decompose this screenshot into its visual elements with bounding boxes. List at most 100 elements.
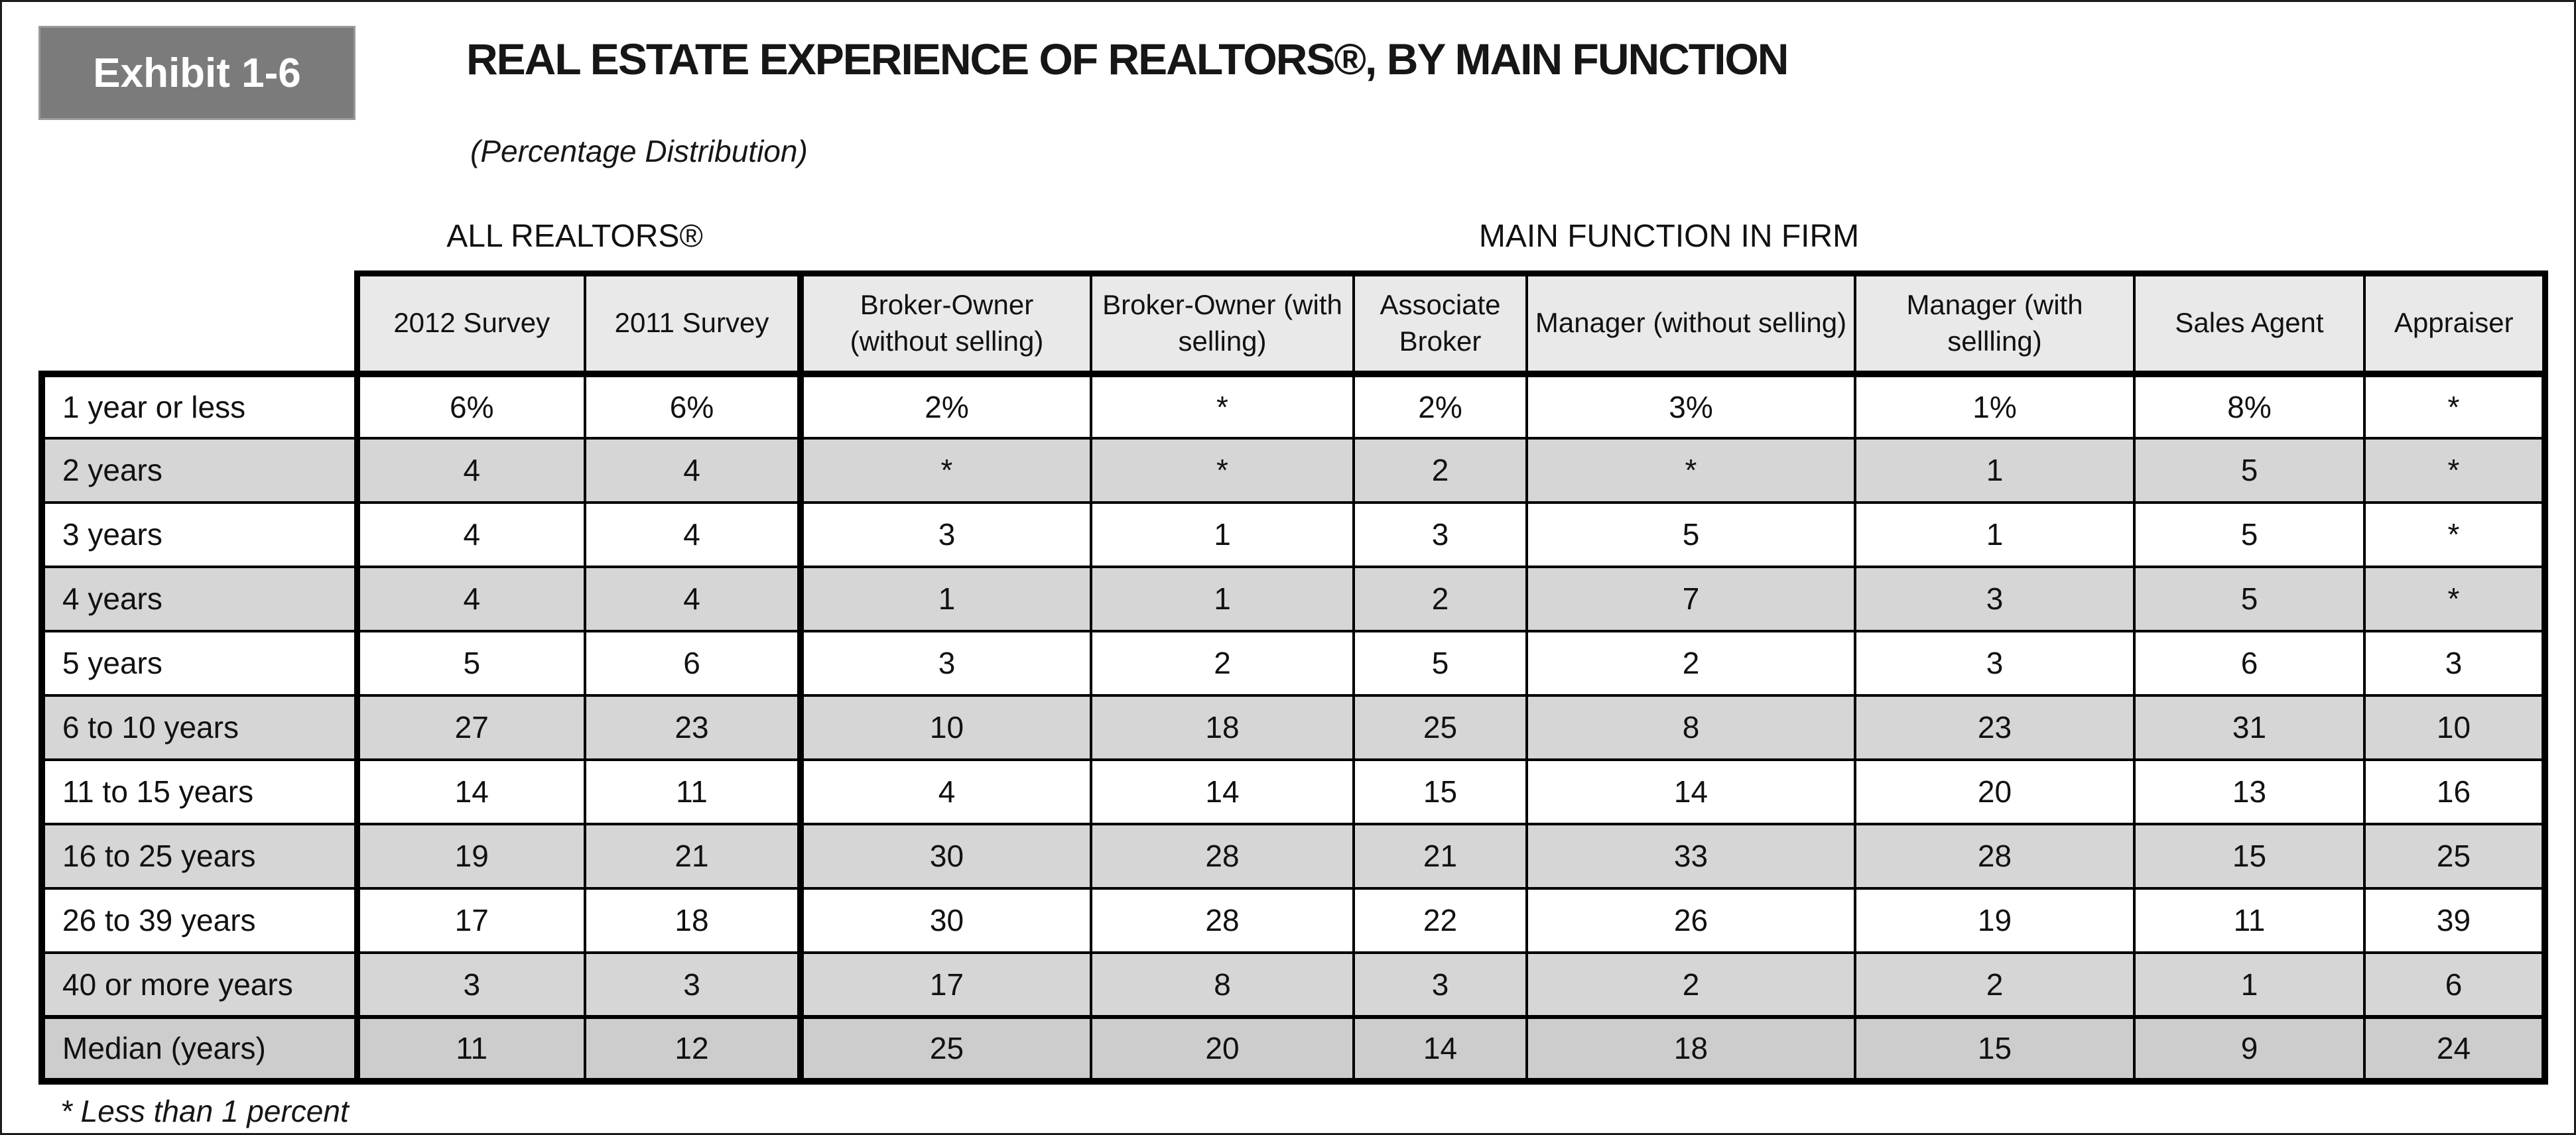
row-label-cell: 26 to 39 years xyxy=(38,886,358,954)
value-cell: 28 xyxy=(1090,822,1355,890)
column-header-broker-owner-with-selling: Broker-Owner (with selling) xyxy=(1090,270,1355,375)
value-cell: 18 xyxy=(584,886,802,954)
value-cell: 20 xyxy=(1090,1014,1355,1085)
value-cell: 8% xyxy=(2133,370,2366,440)
row-label-cell: 5 years xyxy=(38,629,358,697)
value-cell: 22 xyxy=(1352,886,1528,954)
value-cell: 25 xyxy=(2363,822,2548,890)
row-label-cell: 1 year or less xyxy=(38,370,358,440)
value-cell: * xyxy=(2363,436,2548,504)
value-cell: 4 xyxy=(354,436,586,504)
table-header: 2012 Survey 2011 Survey Broker-Owner (wi… xyxy=(42,270,2548,375)
table-row: Median (years) 11 12 25 20 14 18 15 9 24 xyxy=(38,1014,2548,1085)
value-cell: 9 xyxy=(2133,1014,2366,1085)
value-cell: 20 xyxy=(1854,758,2136,825)
table-row: 40 or more years 3 3 17 8 3 2 2 1 6 xyxy=(38,951,2548,1018)
value-cell: 13 xyxy=(2133,758,2366,825)
value-cell: 6 xyxy=(2363,951,2548,1018)
value-cell: 27 xyxy=(354,693,586,761)
value-cell: 30 xyxy=(797,822,1092,890)
row-label-cell: 11 to 15 years xyxy=(38,758,358,825)
table-row: 1 year or less 6% 6% 2% * 2% 3% 1% 8% * xyxy=(38,370,2548,440)
value-cell: 2 xyxy=(1090,629,1355,697)
value-cell: 4 xyxy=(354,565,586,632)
table-row: 4 years 4 4 1 1 2 7 3 5 * xyxy=(38,565,2548,632)
value-cell: 15 xyxy=(2133,822,2366,890)
value-cell: 3 xyxy=(1854,629,2136,697)
value-cell: 15 xyxy=(1352,758,1528,825)
value-cell: 23 xyxy=(1854,693,2136,761)
value-cell: 3 xyxy=(354,951,586,1018)
row-label-cell: 16 to 25 years xyxy=(38,822,358,890)
value-cell: 2 xyxy=(1854,951,2136,1018)
value-cell: 5 xyxy=(1352,629,1528,697)
value-cell: 4 xyxy=(584,565,802,632)
value-cell: 25 xyxy=(1352,693,1528,761)
value-cell: 5 xyxy=(2133,436,2366,504)
value-cell: 4 xyxy=(354,501,586,568)
value-cell: 19 xyxy=(1854,886,2136,954)
column-header-manager-with-selling: Manager (with sellling) xyxy=(1854,270,2136,375)
row-label-cell: 4 years xyxy=(38,565,358,632)
value-cell: 5 xyxy=(1525,501,1856,568)
value-cell: 30 xyxy=(797,886,1092,954)
value-cell: 8 xyxy=(1525,693,1856,761)
table-row: 2 years 4 4 * * 2 * 1 5 * xyxy=(38,436,2548,504)
value-cell: 6 xyxy=(584,629,802,697)
value-cell: 3 xyxy=(1352,501,1528,568)
table-body: 1 year or less 6% 6% 2% * 2% 3% 1% 8% * 2 years 4 4 *… xyxy=(38,370,2548,1085)
value-cell: 8 xyxy=(1090,951,1355,1018)
value-cell: 11 xyxy=(584,758,802,825)
value-cell: 17 xyxy=(797,951,1092,1018)
value-cell: 14 xyxy=(1090,758,1355,825)
value-cell: 6 xyxy=(2133,629,2366,697)
value-cell: 10 xyxy=(797,693,1092,761)
column-header-associate-broker: Associate Broker xyxy=(1352,270,1528,375)
row-label-cell: 40 or more years xyxy=(38,951,358,1018)
column-header-appraiser: Appraiser xyxy=(2363,270,2548,375)
column-header-2012-survey: 2012 Survey xyxy=(354,270,586,375)
value-cell: 6% xyxy=(354,370,586,440)
value-cell: 1 xyxy=(1854,501,2136,568)
value-cell: * xyxy=(797,436,1092,504)
header-row: 2012 Survey 2011 Survey Broker-Owner (wi… xyxy=(42,270,2548,375)
row-label-cell: 6 to 10 years xyxy=(38,693,358,761)
value-cell: 28 xyxy=(1854,822,2136,890)
value-cell: 2 xyxy=(1525,629,1856,697)
value-cell: 18 xyxy=(1090,693,1355,761)
value-cell: 10 xyxy=(2363,693,2548,761)
value-cell: 1 xyxy=(1090,501,1355,568)
value-cell: 25 xyxy=(797,1014,1092,1085)
value-cell: 6% xyxy=(584,370,802,440)
column-header-2011-survey: 2011 Survey xyxy=(584,270,802,375)
value-cell: 1% xyxy=(1854,370,2136,440)
value-cell: * xyxy=(1090,370,1355,440)
value-cell: 21 xyxy=(584,822,802,890)
value-cell: * xyxy=(2363,565,2548,632)
value-cell: 1 xyxy=(1090,565,1355,632)
value-cell: 18 xyxy=(1525,1014,1856,1085)
value-cell: 3 xyxy=(797,629,1092,697)
value-cell: 5 xyxy=(354,629,586,697)
value-cell: 16 xyxy=(2363,758,2548,825)
value-cell: 14 xyxy=(1352,1014,1528,1085)
header-spacer-cell xyxy=(42,274,357,374)
value-cell: 2 xyxy=(1525,951,1856,1018)
value-cell: 3 xyxy=(584,951,802,1018)
value-cell: 15 xyxy=(1854,1014,2136,1085)
value-cell: 3 xyxy=(2363,629,2548,697)
value-cell: 39 xyxy=(2363,886,2548,954)
value-cell: 3 xyxy=(1854,565,2136,632)
value-cell: 11 xyxy=(354,1014,586,1085)
value-cell: * xyxy=(1090,436,1355,504)
row-label-cell: 3 years xyxy=(38,501,358,568)
value-cell: 33 xyxy=(1525,822,1856,890)
value-cell: * xyxy=(2363,501,2548,568)
table-row: 11 to 15 years 14 11 4 14 15 14 20 13 16 xyxy=(38,758,2548,825)
row-label-cell: Median (years) xyxy=(38,1014,358,1085)
table-row: 6 to 10 years 27 23 10 18 25 8 23 31 10 xyxy=(38,693,2548,761)
table-row: 26 to 39 years 17 18 30 28 22 26 19 11 39 xyxy=(38,886,2548,954)
table-row: 3 years 4 4 3 1 3 5 1 5 * xyxy=(38,501,2548,568)
exhibit-badge: Exhibit 1-6 xyxy=(38,26,355,120)
value-cell: * xyxy=(2363,370,2548,440)
